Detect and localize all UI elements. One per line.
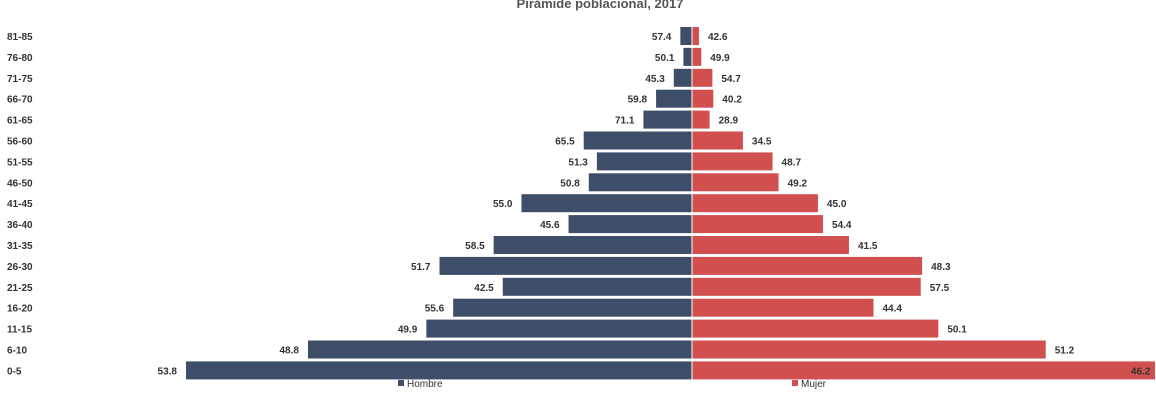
legend-label-mujer: Mujer — [801, 379, 827, 390]
bar-mujer-56-60 — [692, 131, 743, 150]
bar-hombre-61-65 — [643, 110, 692, 129]
data-label-hombre: 65.5 — [555, 137, 575, 148]
bar-hombre-26-30 — [439, 256, 692, 275]
y-tick-label: 51-55 — [7, 157, 33, 168]
data-label-mujer: 48.7 — [782, 157, 802, 168]
data-label-hombre: 58.5 — [465, 241, 485, 252]
y-tick-label: 81-85 — [7, 32, 33, 43]
data-label-hombre: 53.8 — [158, 366, 178, 377]
data-label-mujer: 28.9 — [719, 116, 739, 127]
bar-hombre-76-80 — [683, 47, 692, 66]
y-tick-label: 61-65 — [7, 116, 33, 127]
bar-hombre-0-5 — [186, 361, 692, 380]
y-tick-label: 36-40 — [7, 220, 33, 231]
data-label-mujer: 49.9 — [710, 53, 730, 64]
bar-mujer-71-75 — [692, 68, 713, 87]
bar-hombre-16-20 — [453, 298, 692, 317]
bar-hombre-21-25 — [502, 277, 692, 296]
y-tick-label: 0-5 — [7, 366, 22, 377]
y-tick-label: 41-45 — [7, 199, 33, 210]
legend-label-hombre: Hombre — [407, 379, 443, 390]
data-label-mujer: 45.0 — [827, 199, 847, 210]
bar-mujer-81-85 — [692, 27, 699, 45]
data-label-hombre: 55.0 — [493, 199, 513, 210]
data-label-hombre: 42.5 — [474, 283, 494, 294]
y-tick-label: 56-60 — [7, 137, 33, 148]
data-label-hombre: 50.8 — [560, 178, 580, 189]
data-label-mujer: 41.5 — [858, 241, 878, 252]
bar-hombre-6-10 — [307, 340, 692, 359]
bar-hombre-31-35 — [493, 236, 692, 254]
y-tick-label: 76-80 — [7, 53, 33, 64]
bar-hombre-56-60 — [583, 131, 692, 150]
bar-mujer-36-40 — [692, 215, 824, 234]
bar-hombre-46-50 — [588, 173, 692, 192]
data-label-hombre: 49.9 — [398, 325, 418, 336]
chart-title: Pirámide poblacional, 2017 — [516, 0, 684, 11]
data-label-hombre: 45.3 — [645, 74, 665, 85]
data-label-mujer: 40.2 — [722, 95, 742, 106]
data-label-hombre: 45.6 — [540, 220, 560, 231]
legend-swatch-hombre — [398, 380, 404, 386]
data-label-hombre: 50.1 — [655, 53, 675, 64]
data-label-mujer: 54.4 — [832, 220, 852, 231]
bar-mujer-26-30 — [692, 256, 923, 275]
data-label-hombre: 48.8 — [279, 346, 299, 357]
bar-mujer-16-20 — [692, 298, 874, 317]
y-tick-label: 26-30 — [7, 262, 33, 273]
bar-hombre-81-85 — [680, 27, 692, 45]
data-label-mujer: 57.5 — [930, 283, 950, 294]
y-tick-label: 16-20 — [7, 304, 33, 315]
bar-mujer-61-65 — [692, 110, 710, 129]
data-label-mujer: 54.7 — [721, 74, 741, 85]
y-tick-label: 31-35 — [7, 241, 33, 252]
bar-hombre-51-55 — [596, 152, 692, 171]
bar-mujer-11-15 — [692, 319, 939, 338]
bar-mujer-41-45 — [692, 194, 818, 213]
bar-hombre-41-45 — [521, 194, 692, 213]
data-label-hombre: 51.3 — [568, 157, 588, 168]
data-label-mujer: 34.5 — [752, 137, 772, 148]
legend-swatch-mujer — [792, 380, 798, 386]
data-label-mujer: 51.2 — [1055, 346, 1075, 357]
bar-hombre-11-15 — [426, 319, 692, 338]
bar-mujer-46-50 — [692, 173, 779, 192]
y-tick-label: 21-25 — [7, 283, 33, 294]
bar-mujer-21-25 — [692, 277, 921, 296]
data-label-mujer: 49.2 — [788, 178, 808, 189]
data-label-mujer: 48.3 — [931, 262, 951, 273]
data-label-hombre: 51.7 — [411, 262, 431, 273]
bar-mujer-76-80 — [692, 47, 702, 66]
bar-mujer-51-55 — [692, 152, 773, 171]
bar-hombre-66-70 — [656, 89, 692, 108]
data-label-hombre: 59.8 — [628, 95, 648, 106]
data-label-hombre: 71.1 — [615, 116, 635, 127]
y-tick-label: 66-70 — [7, 95, 33, 106]
bar-mujer-6-10 — [692, 340, 1046, 359]
data-label-mujer: 46.2 — [1131, 366, 1151, 377]
data-label-mujer: 50.1 — [947, 325, 967, 336]
data-label-mujer: 44.4 — [882, 304, 902, 315]
bar-mujer-66-70 — [692, 89, 714, 108]
bar-hombre-71-75 — [673, 68, 692, 87]
bar-hombre-36-40 — [568, 215, 692, 234]
bar-mujer-31-35 — [692, 236, 849, 254]
bar-mujer-0-5 — [692, 361, 1155, 380]
data-label-hombre: 57.4 — [652, 32, 672, 43]
y-tick-label: 46-50 — [7, 178, 33, 189]
data-label-hombre: 55.6 — [425, 304, 445, 315]
y-tick-label: 71-75 — [7, 74, 33, 85]
data-label-mujer: 42.6 — [708, 32, 728, 43]
y-tick-label: 11-15 — [7, 325, 32, 336]
y-tick-label: 6-10 — [7, 346, 27, 357]
